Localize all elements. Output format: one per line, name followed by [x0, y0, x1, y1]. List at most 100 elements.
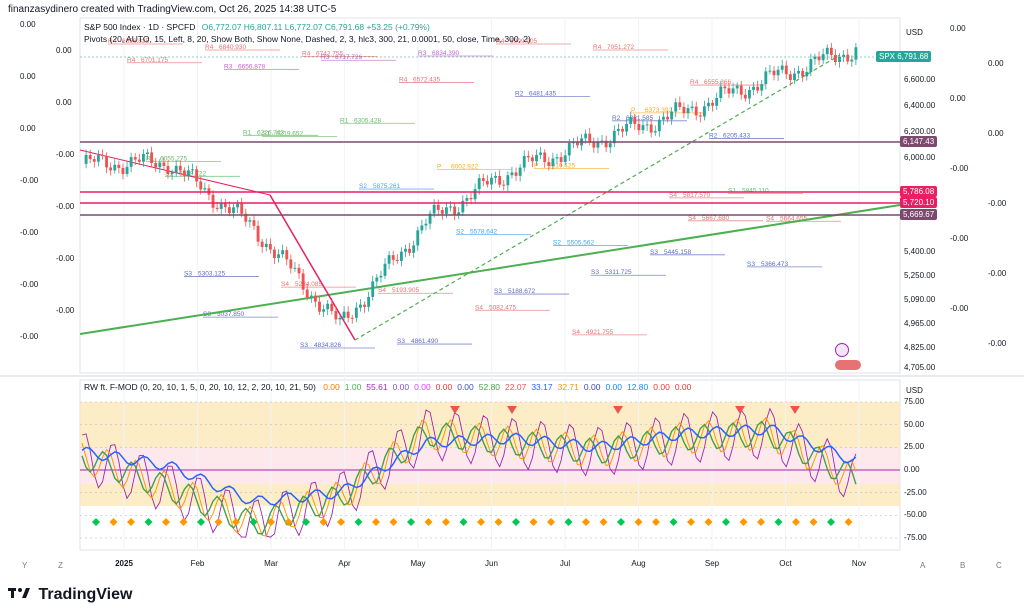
left-zero-label: 0.00	[56, 46, 72, 55]
right-zero-label: 0.00	[988, 129, 1004, 138]
event-flash-icon[interactable]	[835, 343, 849, 357]
left-zero-label: -0.00	[56, 202, 75, 211]
osc-signal-marker	[389, 518, 398, 526]
price-candle	[670, 111, 674, 120]
price-candle	[805, 71, 809, 77]
price-candle	[756, 86, 760, 91]
osc-signal-marker	[494, 518, 503, 526]
price-candle	[359, 304, 362, 308]
pivot-type-label: R4	[496, 38, 505, 45]
price-candle	[694, 106, 698, 116]
price-candle	[719, 86, 723, 98]
price-candle	[588, 133, 592, 143]
pivot-value-label: 5445.158	[664, 249, 691, 256]
pivot-type-label: S4	[378, 287, 386, 294]
pivot-type-label: S3	[397, 338, 405, 345]
price-tag: 5,669.67	[900, 209, 938, 220]
price-candle	[252, 220, 256, 226]
osc-top-marker	[735, 406, 745, 414]
pivot-value-label: 6305.428	[354, 117, 381, 124]
osc-axis-tick: 50.00	[904, 419, 925, 429]
osc-signal-marker	[582, 518, 590, 526]
currency-label[interactable]: USD	[906, 28, 923, 37]
price-candle	[232, 207, 235, 214]
osc-top-marker	[507, 406, 517, 414]
pivot-value-label: 6555.366	[704, 79, 731, 86]
price-candle	[92, 159, 96, 162]
pivot-type-label: R1	[243, 129, 252, 136]
price-candle	[264, 243, 268, 248]
pivot-value-label: 5193.905	[392, 287, 419, 294]
osc-top-marker	[450, 406, 460, 414]
pivot-type-label: S4	[688, 215, 696, 222]
left-zero-label: -0.00	[20, 228, 39, 237]
price-candle	[629, 117, 633, 124]
osc-signal-marker	[687, 518, 695, 526]
axis-letter-y: Y	[22, 561, 28, 570]
price-candle	[330, 303, 334, 312]
osc-signal-marker	[197, 518, 205, 526]
price-candle	[506, 175, 510, 186]
price-candle	[760, 84, 764, 91]
osc-signal-marker	[162, 518, 170, 526]
price-candle	[363, 304, 366, 307]
price-candle	[84, 155, 88, 164]
price-candle	[412, 245, 416, 253]
pivot-value-label: 6219.652	[276, 130, 303, 137]
price-tag: 5,786.08	[900, 186, 938, 197]
price-candle	[576, 142, 579, 146]
left-zero-label: -0.00	[20, 176, 39, 185]
pivot-value-label: 5082.475	[489, 304, 516, 311]
pivot-value-label: 6909.905	[510, 38, 537, 45]
osc-signal-marker	[302, 518, 310, 526]
price-candle	[854, 47, 858, 60]
osc-value: 0.00	[392, 382, 410, 392]
left-zero-label: -0.00	[20, 280, 39, 289]
osc-signal-marker	[232, 518, 240, 526]
price-candle	[817, 56, 821, 61]
price-candle	[416, 230, 420, 246]
osc-mid-band	[80, 448, 900, 484]
price-candle	[354, 307, 358, 318]
price-candle	[428, 213, 432, 224]
x-tick-label: May	[410, 559, 425, 568]
osc-line-green	[81, 420, 857, 535]
pivot-type-label: S2	[456, 228, 464, 235]
osc-line-purple	[81, 407, 857, 538]
osc-top-marker	[790, 406, 800, 414]
left-zero-label: -0.00	[56, 254, 75, 263]
price-candle	[707, 102, 710, 107]
pivot-value-label: 5578.642	[470, 228, 497, 235]
right-zero-label: -0.00	[988, 339, 1007, 348]
osc-signal-marker	[477, 518, 485, 526]
price-candle	[616, 128, 620, 131]
price-candle	[641, 125, 645, 131]
price-candle	[748, 89, 751, 99]
price-candle	[829, 47, 833, 56]
x-tick-label: Aug	[631, 559, 645, 568]
osc-signal-marker	[92, 518, 100, 526]
pivot-type-label: S1	[728, 188, 736, 195]
pivot-type-label: S4	[669, 192, 677, 199]
pivot-type-label: R2	[709, 133, 718, 140]
header-credit: finanzasydinero created with TradingView…	[8, 4, 337, 15]
osc-axis-tick: -50.00	[904, 510, 927, 520]
price-candle	[244, 213, 248, 222]
price-candle	[850, 59, 854, 62]
osc-signal-marker	[739, 518, 748, 526]
osc-signal-marker	[529, 518, 538, 526]
price-candle	[371, 281, 375, 297]
price-axis-tick: 5,250.00	[904, 271, 936, 280]
price-candle	[174, 165, 178, 173]
osc-signal-marker	[442, 518, 450, 526]
pivot-type-label: R4	[108, 38, 117, 45]
earnings-flags-icon[interactable]	[835, 360, 861, 370]
right-zero-label: -0.00	[950, 164, 969, 173]
pivot-type-label: R1	[340, 117, 349, 124]
price-candle	[240, 203, 244, 214]
x-tick-label: Nov	[852, 559, 866, 568]
pivot-type-label: S2	[553, 240, 561, 247]
price-candle	[182, 170, 186, 176]
pivot-value-label: 5817.570	[683, 192, 710, 199]
